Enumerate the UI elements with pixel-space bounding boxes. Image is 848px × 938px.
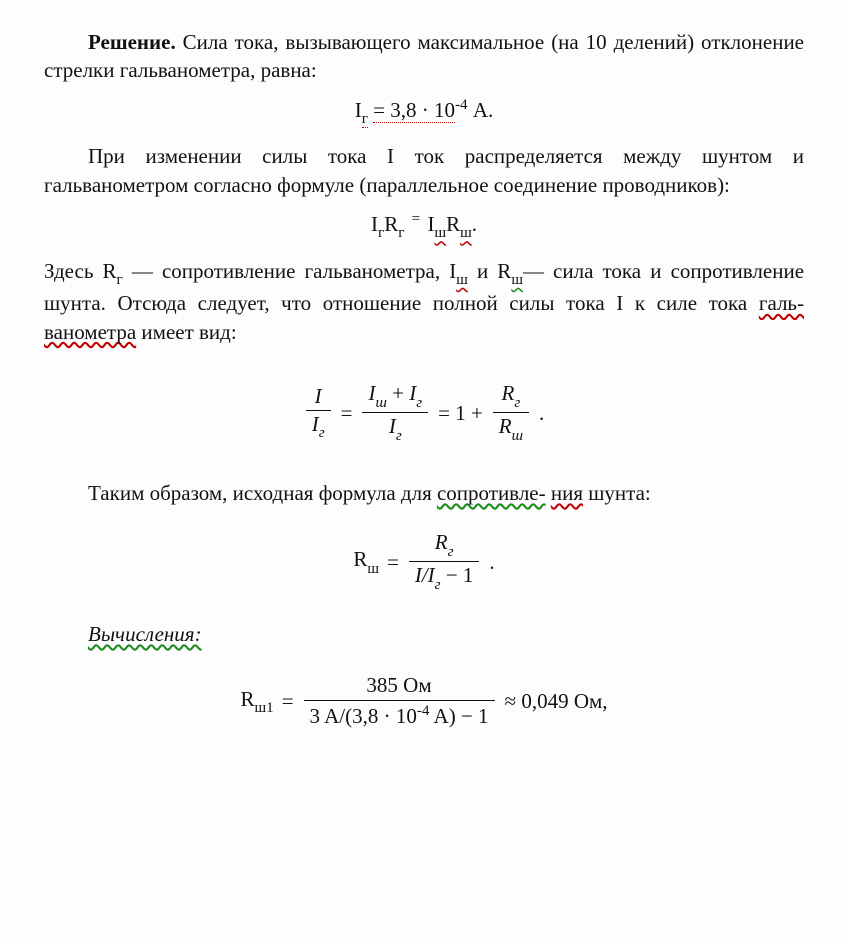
f5-den-a: 3 A/(3,8 · 10 [310,704,417,728]
f4-eq: = [387,548,399,576]
p3-c: и R [468,259,511,283]
f1-lhs-sub: г [362,111,368,128]
paragraph-1: Решение. Сила тока, вызывающего максимал… [44,28,804,85]
f2-l2-sym: R [384,212,398,236]
p4-b: сопротивле- [437,481,546,505]
paragraph-4: Таким образом, исходная формула для сопр… [44,479,804,507]
f2-r2-sym: R [446,212,460,236]
formula-2: IгRг = IшRш. [44,209,804,243]
f4-num-sub: г [448,544,454,560]
f4-num-sym: R [435,530,448,554]
f3-f3-num-sym: R [502,381,515,405]
f3-f3-den-sub: ш [512,428,523,444]
f3-frac1: I Iг [306,385,331,441]
f3-eq2: = 1 + [438,399,483,427]
f2-r2-sub: ш [460,225,472,241]
p2-text: При изменении силы тока I ток распределя… [44,144,804,196]
f3-f2-den-sym: I [389,414,396,438]
p4-a: Таким образом, исходная формула для [88,481,437,505]
f3-frac3: Rг Rш [493,382,529,443]
f3-f2-num-b-sub: г [416,395,422,411]
f3-f2-num-a-sub: ш [375,395,386,411]
formula-1: Iг = 3,8 · 10-4 A. [44,95,804,129]
f5-lhs-sub: ш1 [254,700,273,716]
p3-c-sub: ш [511,272,523,288]
formula-5: Rш1 = 385 Ом 3 A/(3,8 · 10-4 A) − 1 ≈ 0,… [44,674,804,727]
f3-eq1: = [341,399,353,427]
f1-unit: A. [468,98,494,122]
f3-f3-num-sub: г [514,395,520,411]
formula-4: Rш = Rг I/Iг − 1 . [44,531,804,592]
f5-num: 385 Ом [304,674,495,700]
formula-3: I Iг = Iш + Iг Iг = 1 + Rг Rш . [44,382,804,443]
f4-lhs-sym: R [353,547,367,571]
f4-lhs-sub: ш [367,561,379,577]
p3-f: ванометра [44,320,136,344]
p3-b: — сопротивление гальванометра, I [123,259,456,283]
f5-approx: ≈ 0,049 Ом, [505,687,608,715]
f4-den-a-sub: г [435,577,441,593]
f4-frac: Rг I/Iг − 1 [409,531,480,592]
f5-eq: = [282,687,294,715]
f3-f1-den-sub: г [319,425,325,441]
f5-den-exp: -4 [417,703,430,719]
f1-exp: -4 [455,97,468,113]
f4-den-a: I/I [415,563,435,587]
f2-end: . [472,212,477,236]
f2-l-sym: I [371,212,378,236]
p5-text: Вычисления: [88,622,202,646]
f5-den-b: A) − 1 [429,704,488,728]
p1-text-a: Сила тока, вызывающего максимальное [183,30,545,54]
p3-a: Здесь R [44,259,117,283]
f3-f2-den-sub: г [396,428,402,444]
paragraph-2: При изменении силы тока I ток распределя… [44,142,804,199]
p4-d: шунта: [583,481,651,505]
solution-label: Решение. [88,30,176,54]
p3-b-sub: ш [456,272,468,288]
f2-l-sub: г [378,225,384,241]
f2-r-sub: ш [434,225,446,241]
f3-frac2: Iш + Iг Iг [362,382,428,443]
f5-frac: 385 Ом 3 A/(3,8 · 10-4 A) − 1 [304,674,495,727]
f3-f3-den-sym: R [499,414,512,438]
p3-g: имеет вид: [136,320,237,344]
f2-l2-sub: г [398,225,404,241]
f2-eq: = [412,211,421,227]
f1-eq: = 3,8 · 10 [373,98,455,123]
f3-f2-plus: + [392,381,404,405]
f1-lhs-sym: I [355,98,362,122]
p4-c: ния [551,481,583,505]
f5-lhs-sym: R [240,687,254,711]
f3-f1-den-sym: I [312,412,319,436]
f4-den-b: − 1 [441,563,474,587]
paragraph-5: Вычисления: [44,620,804,648]
f3-end: . [539,399,544,427]
p3-e: галь- [759,291,804,315]
f3-f1-num: I [315,384,322,408]
p3-a-sub: г [117,272,123,288]
f4-end: . [489,548,494,576]
paragraph-3: Здесь Rг — сопротивление гальванометра, … [44,257,804,346]
